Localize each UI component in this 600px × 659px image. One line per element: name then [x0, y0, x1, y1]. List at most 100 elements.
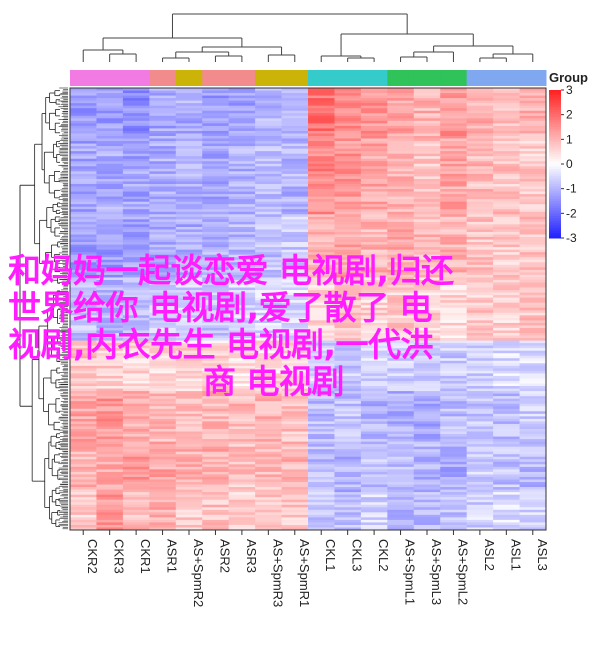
heatmap-cell	[202, 514, 230, 518]
heatmap-cell	[413, 441, 441, 445]
heatmap-cell	[519, 499, 547, 503]
heatmap-cell	[228, 176, 256, 180]
heatmap-cell	[228, 113, 256, 117]
colorbar-step	[549, 191, 561, 195]
heatmap-cell	[387, 441, 415, 445]
heatmap-cell	[255, 189, 282, 192]
heatmap-cell	[387, 125, 415, 129]
heatmap-cell	[360, 360, 388, 364]
heatmap-cell	[360, 320, 388, 324]
heatmap-cell	[202, 459, 230, 463]
heatmap-cell	[519, 494, 547, 498]
heatmap-cell	[519, 125, 547, 129]
heatmap-cell	[281, 320, 309, 324]
heatmap-cell	[493, 479, 520, 483]
heatmap-cell	[440, 153, 468, 157]
heatmap-cell	[493, 277, 520, 281]
heatmap-cell	[202, 173, 230, 177]
heatmap-cell	[519, 194, 547, 198]
heatmap-cell	[122, 332, 150, 336]
x-tick-label: ASL2	[482, 539, 497, 571]
heatmap-cell	[70, 368, 97, 372]
heatmap-cell	[440, 224, 468, 228]
heatmap-cell	[70, 153, 97, 157]
heatmap-cell	[149, 95, 177, 99]
heatmap-cell	[413, 436, 441, 440]
heatmap-cell	[281, 143, 309, 147]
heatmap-cell	[96, 431, 124, 435]
heatmap-cell	[70, 355, 97, 359]
heatmap-cell	[466, 194, 494, 198]
colorbar-step	[549, 134, 561, 138]
heatmap-cell	[122, 274, 150, 278]
heatmap-cell	[202, 348, 230, 352]
heatmap-cell	[387, 199, 415, 203]
heatmap-cell	[440, 234, 468, 238]
heatmap-cell	[493, 507, 520, 511]
heatmap-cell	[440, 482, 468, 485]
heatmap-cell	[334, 146, 362, 150]
heatmap-cell	[360, 434, 388, 437]
heatmap-cell	[493, 100, 520, 104]
heatmap-cell	[255, 244, 282, 248]
heatmap-cell	[334, 199, 362, 203]
heatmap-cell	[255, 279, 282, 283]
heatmap-cell	[413, 466, 441, 470]
heatmap-cell	[175, 110, 203, 114]
heatmap-cell	[519, 259, 547, 263]
heatmap-cell	[70, 282, 97, 286]
heatmap-cell	[281, 335, 309, 339]
colorbar-step	[549, 124, 561, 128]
heatmap-cell	[96, 517, 124, 521]
heatmap-cell	[96, 214, 124, 218]
heatmap-cell	[96, 153, 124, 157]
heatmap-cell	[70, 426, 97, 430]
heatmap-cell	[334, 330, 362, 334]
heatmap-cell	[202, 262, 230, 266]
heatmap-cell	[440, 431, 468, 435]
heatmap-cell	[202, 330, 230, 334]
heatmap-cell	[96, 178, 124, 182]
heatmap-cell	[334, 224, 362, 228]
heatmap-cell	[519, 340, 547, 344]
heatmap-cell	[308, 340, 335, 344]
heatmap-cell	[493, 95, 520, 99]
heatmap-cell	[228, 368, 256, 372]
heatmap-cell	[281, 322, 309, 326]
heatmap-cell	[334, 196, 362, 200]
heatmap-cell	[255, 216, 282, 220]
heatmap-cell	[519, 482, 547, 485]
heatmap-cell	[334, 348, 362, 352]
heatmap-cell	[466, 378, 494, 382]
heatmap-cell	[413, 335, 441, 339]
heatmap-cell	[149, 264, 177, 268]
heatmap-cell	[466, 135, 494, 139]
heatmap-cell	[149, 454, 177, 458]
heatmap-cell	[334, 189, 362, 192]
heatmap-cell	[70, 466, 97, 470]
heatmap-cell	[96, 123, 124, 127]
heatmap-cell	[202, 332, 230, 336]
heatmap-cell	[255, 444, 282, 448]
heatmap-cell	[255, 401, 282, 405]
heatmap-cell	[122, 469, 150, 473]
heatmap-cell	[387, 360, 415, 364]
heatmap-cell	[281, 146, 309, 150]
heatmap-cell	[228, 421, 256, 425]
heatmap-cell	[149, 274, 177, 278]
heatmap-cell	[466, 441, 494, 445]
heatmap-cell	[149, 340, 177, 344]
heatmap-cell	[308, 133, 335, 137]
heatmap-cell	[334, 211, 362, 215]
heatmap-cell	[96, 128, 124, 132]
heatmap-cell	[360, 305, 388, 309]
heatmap-cell	[440, 355, 468, 359]
heatmap-cell	[70, 199, 97, 203]
heatmap-cell	[96, 340, 124, 344]
heatmap-cell	[413, 398, 441, 402]
heatmap-cell	[519, 115, 547, 119]
heatmap-cell	[255, 441, 282, 445]
heatmap-cell	[308, 189, 335, 192]
heatmap-cell	[387, 444, 415, 448]
heatmap-cell	[387, 214, 415, 218]
